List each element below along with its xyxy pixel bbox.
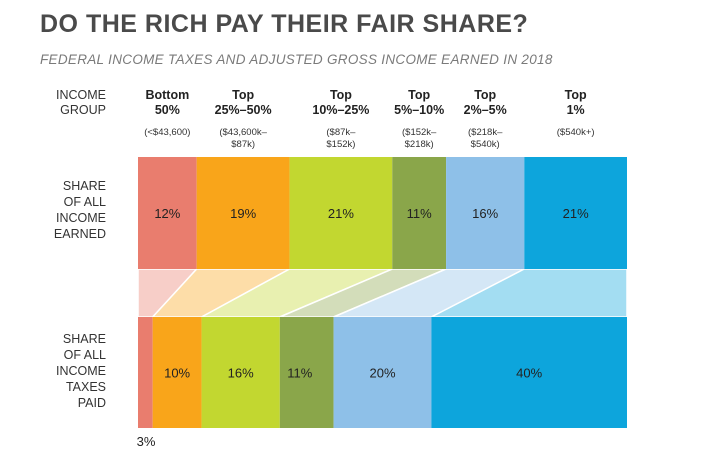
tax-label-top25_50: 10%	[164, 366, 190, 381]
group-range-bottom50: (<$43,600)	[144, 127, 190, 138]
tax-bar-top5_10	[279, 317, 334, 428]
tax-label-top1: 40%	[516, 366, 542, 381]
income-label-top5_10: 11%	[407, 206, 432, 221]
group-range-top5_10: ($152k– $218k)	[402, 127, 437, 150]
income-label-top1: 21%	[563, 206, 589, 221]
tax-bar-top10_25	[201, 317, 280, 428]
tax-label-top10_25: 16%	[228, 366, 254, 381]
income-bar-top10_25	[289, 157, 393, 269]
income-bar-top5_10	[392, 157, 447, 269]
group-name-top5_10: Top 5%–10%	[394, 88, 444, 117]
income-bar-top1	[524, 157, 627, 269]
tax-bar-bottom50	[138, 317, 153, 428]
tax-bar-top1	[431, 317, 627, 428]
chart-subtitle: FEDERAL INCOME TAXES AND ADJUSTED GROSS …	[40, 52, 553, 67]
income-row-label: SHARE OF ALL INCOME EARNED	[54, 179, 106, 241]
group-name-top25_50: Top 25%–50%	[215, 88, 272, 117]
income-group-header: INCOME GROUP	[56, 88, 106, 117]
income-bar-bottom50	[138, 157, 197, 269]
chart-title: DO THE RICH PAY THEIR FAIR SHARE?	[40, 10, 529, 38]
income-bar-top2_5	[446, 157, 525, 269]
tax-bar-top25_50	[152, 317, 202, 428]
income-label-top25_50: 19%	[230, 206, 256, 221]
group-name-top10_25: Top 10%–25%	[312, 88, 369, 117]
group-name-top1: Top 1%	[565, 88, 587, 117]
tax-label-bottom50: 3%	[137, 434, 156, 449]
group-name-top2_5: Top 2%–5%	[464, 88, 507, 117]
income-label-bottom50: 12%	[154, 206, 180, 221]
tax-bar-top2_5	[333, 317, 432, 428]
group-range-top2_5: ($218k– $540k)	[468, 127, 503, 150]
group-range-top1: ($540k+)	[557, 127, 595, 138]
income-label-top10_25: 21%	[328, 206, 354, 221]
tax-label-top2_5: 20%	[369, 366, 395, 381]
tax-row-label: SHARE OF ALL INCOME TAXES PAID	[56, 332, 106, 410]
group-name-bottom50: Bottom 50%	[145, 88, 189, 117]
group-range-top10_25: ($87k– $152k)	[326, 127, 356, 150]
group-range-top25_50: ($43,600k– $87k)	[219, 127, 267, 150]
income-bar-top25_50	[196, 157, 290, 269]
tax-label-top5_10: 11%	[287, 366, 312, 381]
income-label-top2_5: 16%	[472, 206, 498, 221]
